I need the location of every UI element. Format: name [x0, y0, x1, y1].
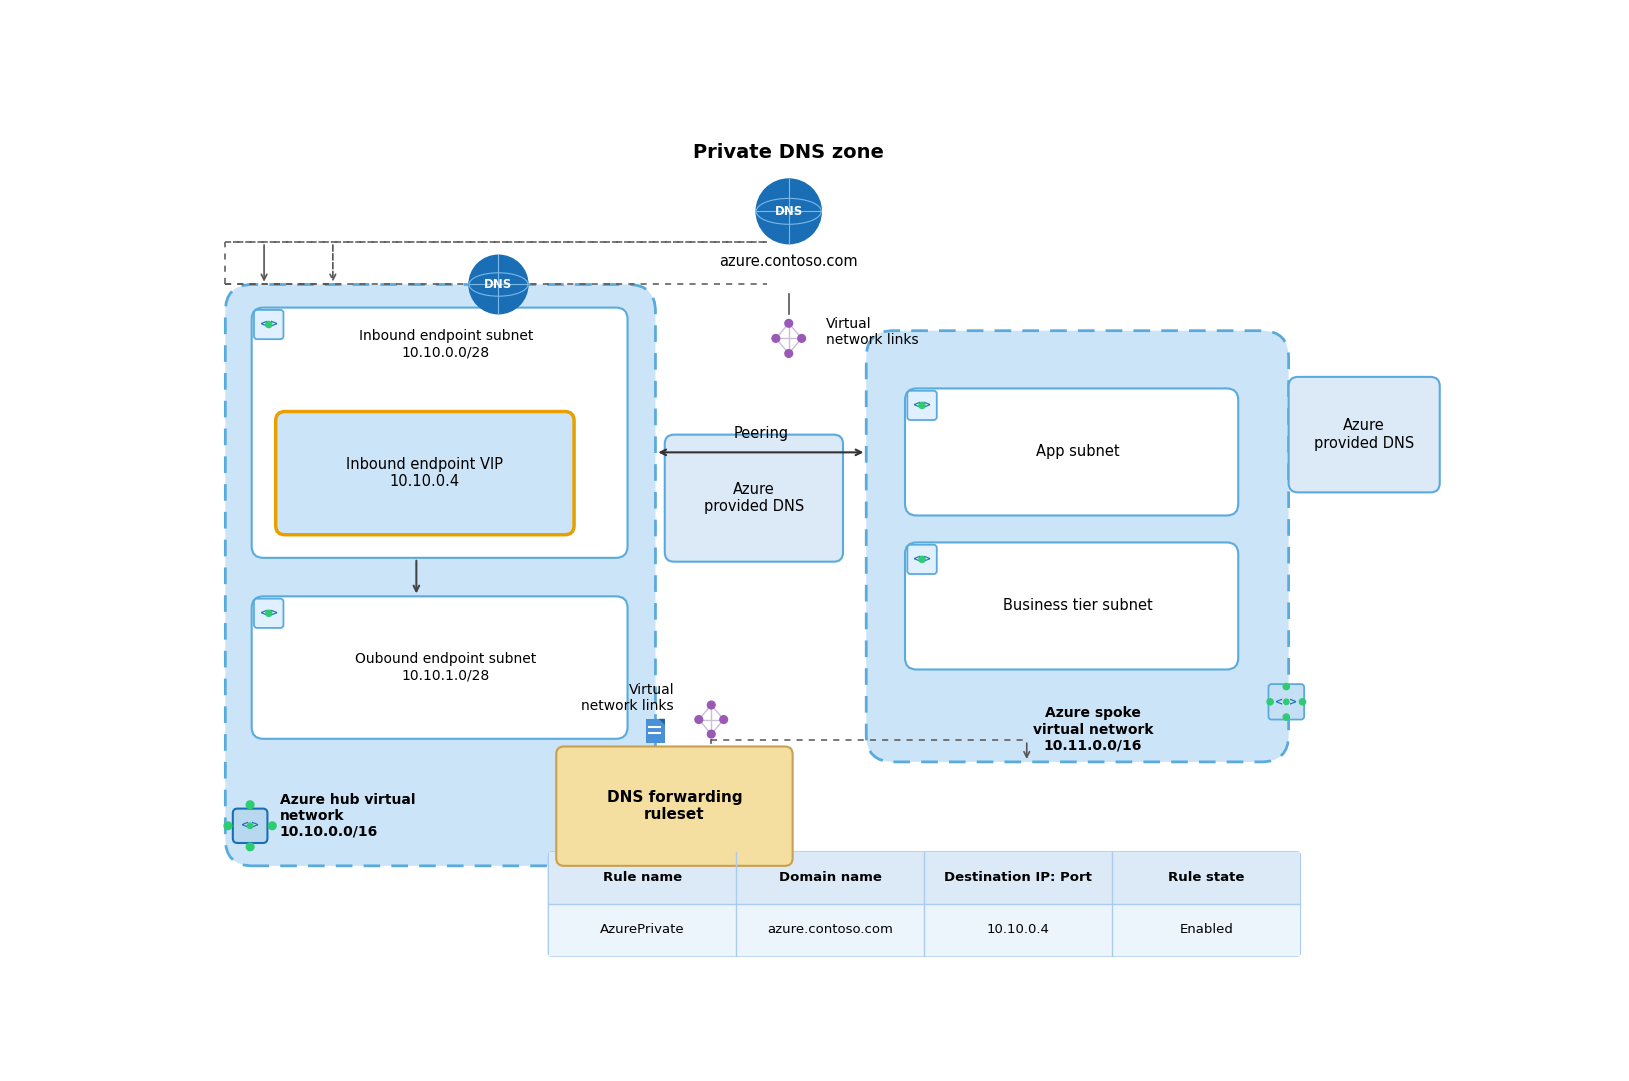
- Text: <: <: [914, 400, 922, 411]
- Circle shape: [756, 179, 821, 243]
- Text: <: <: [259, 609, 267, 618]
- Circle shape: [1284, 713, 1290, 720]
- Text: App subnet: App subnet: [1036, 444, 1119, 459]
- Text: DNS forwarding
ruleset: DNS forwarding ruleset: [606, 790, 743, 823]
- Text: azure.contoso.com: azure.contoso.com: [767, 923, 893, 936]
- Circle shape: [919, 402, 925, 409]
- FancyBboxPatch shape: [233, 809, 267, 843]
- Text: DNS: DNS: [775, 204, 803, 218]
- Circle shape: [798, 334, 805, 343]
- Text: >: >: [269, 320, 277, 330]
- Circle shape: [919, 557, 925, 562]
- Circle shape: [707, 702, 715, 709]
- FancyBboxPatch shape: [254, 599, 283, 628]
- Text: Azure
provided DNS: Azure provided DNS: [704, 482, 805, 515]
- Text: >: >: [1289, 697, 1297, 707]
- Circle shape: [246, 801, 254, 809]
- Text: Oubound endpoint subnet
10.10.1.0/28: Oubound endpoint subnet 10.10.1.0/28: [355, 653, 536, 683]
- Text: Inbound endpoint subnet
10.10.0.0/28: Inbound endpoint subnet 10.10.0.0/28: [358, 329, 533, 359]
- Circle shape: [266, 321, 272, 328]
- Text: >: >: [924, 555, 932, 564]
- Text: <: <: [914, 555, 922, 564]
- FancyBboxPatch shape: [251, 597, 627, 738]
- FancyBboxPatch shape: [549, 852, 1300, 956]
- Text: <: <: [1276, 697, 1284, 707]
- Text: Business tier subnet: Business tier subnet: [1003, 599, 1153, 613]
- Circle shape: [269, 822, 277, 829]
- FancyBboxPatch shape: [1289, 377, 1440, 492]
- Text: Peering: Peering: [733, 426, 788, 441]
- Text: DNS: DNS: [484, 278, 513, 291]
- FancyBboxPatch shape: [1269, 684, 1305, 720]
- FancyBboxPatch shape: [275, 412, 573, 535]
- Circle shape: [785, 320, 793, 328]
- Text: Destination IP: Port: Destination IP: Port: [945, 871, 1093, 884]
- Text: Enabled: Enabled: [1179, 923, 1233, 936]
- Text: Virtual
network links: Virtual network links: [826, 317, 919, 347]
- Text: Private DNS zone: Private DNS zone: [694, 143, 885, 161]
- FancyBboxPatch shape: [907, 390, 937, 421]
- Circle shape: [1284, 699, 1289, 705]
- FancyBboxPatch shape: [906, 388, 1238, 516]
- Circle shape: [248, 823, 252, 828]
- FancyBboxPatch shape: [225, 284, 655, 866]
- FancyBboxPatch shape: [665, 435, 842, 562]
- Polygon shape: [658, 719, 665, 725]
- Circle shape: [266, 610, 272, 616]
- Text: AzurePrivate: AzurePrivate: [599, 923, 684, 936]
- Text: <: <: [259, 320, 267, 330]
- FancyBboxPatch shape: [254, 310, 283, 339]
- FancyBboxPatch shape: [549, 904, 1300, 956]
- Circle shape: [1267, 698, 1274, 705]
- Text: >: >: [924, 400, 932, 411]
- Text: Rule name: Rule name: [603, 871, 683, 884]
- Text: >: >: [269, 609, 277, 618]
- FancyBboxPatch shape: [906, 543, 1238, 669]
- Circle shape: [469, 255, 528, 313]
- Text: Inbound endpoint VIP
10.10.0.4: Inbound endpoint VIP 10.10.0.4: [347, 457, 503, 490]
- Text: <: <: [241, 820, 249, 831]
- FancyBboxPatch shape: [647, 719, 665, 744]
- Text: azure.contoso.com: azure.contoso.com: [720, 254, 858, 269]
- Circle shape: [772, 334, 780, 343]
- Text: Azure hub virtual
network
10.10.0.0/16: Azure hub virtual network 10.10.0.0/16: [280, 792, 415, 839]
- Text: >: >: [251, 820, 259, 831]
- Text: Virtual
network links: Virtual network links: [582, 683, 674, 713]
- Circle shape: [246, 843, 254, 851]
- FancyBboxPatch shape: [549, 852, 1300, 904]
- Text: Domain name: Domain name: [779, 871, 881, 884]
- FancyBboxPatch shape: [555, 747, 793, 866]
- Circle shape: [1300, 698, 1305, 705]
- Circle shape: [696, 716, 702, 723]
- Text: 10.10.0.4: 10.10.0.4: [987, 923, 1049, 936]
- Circle shape: [720, 716, 728, 723]
- Circle shape: [1284, 683, 1290, 690]
- FancyBboxPatch shape: [251, 308, 627, 558]
- FancyBboxPatch shape: [907, 545, 937, 574]
- Text: Rule state: Rule state: [1168, 871, 1245, 884]
- Circle shape: [707, 731, 715, 738]
- FancyBboxPatch shape: [867, 331, 1289, 762]
- Text: Azure
provided DNS: Azure provided DNS: [1315, 418, 1414, 451]
- Circle shape: [785, 349, 793, 358]
- Text: Azure spoke
virtual network
10.11.0.0/16: Azure spoke virtual network 10.11.0.0/16: [1033, 707, 1153, 752]
- Circle shape: [225, 822, 231, 829]
